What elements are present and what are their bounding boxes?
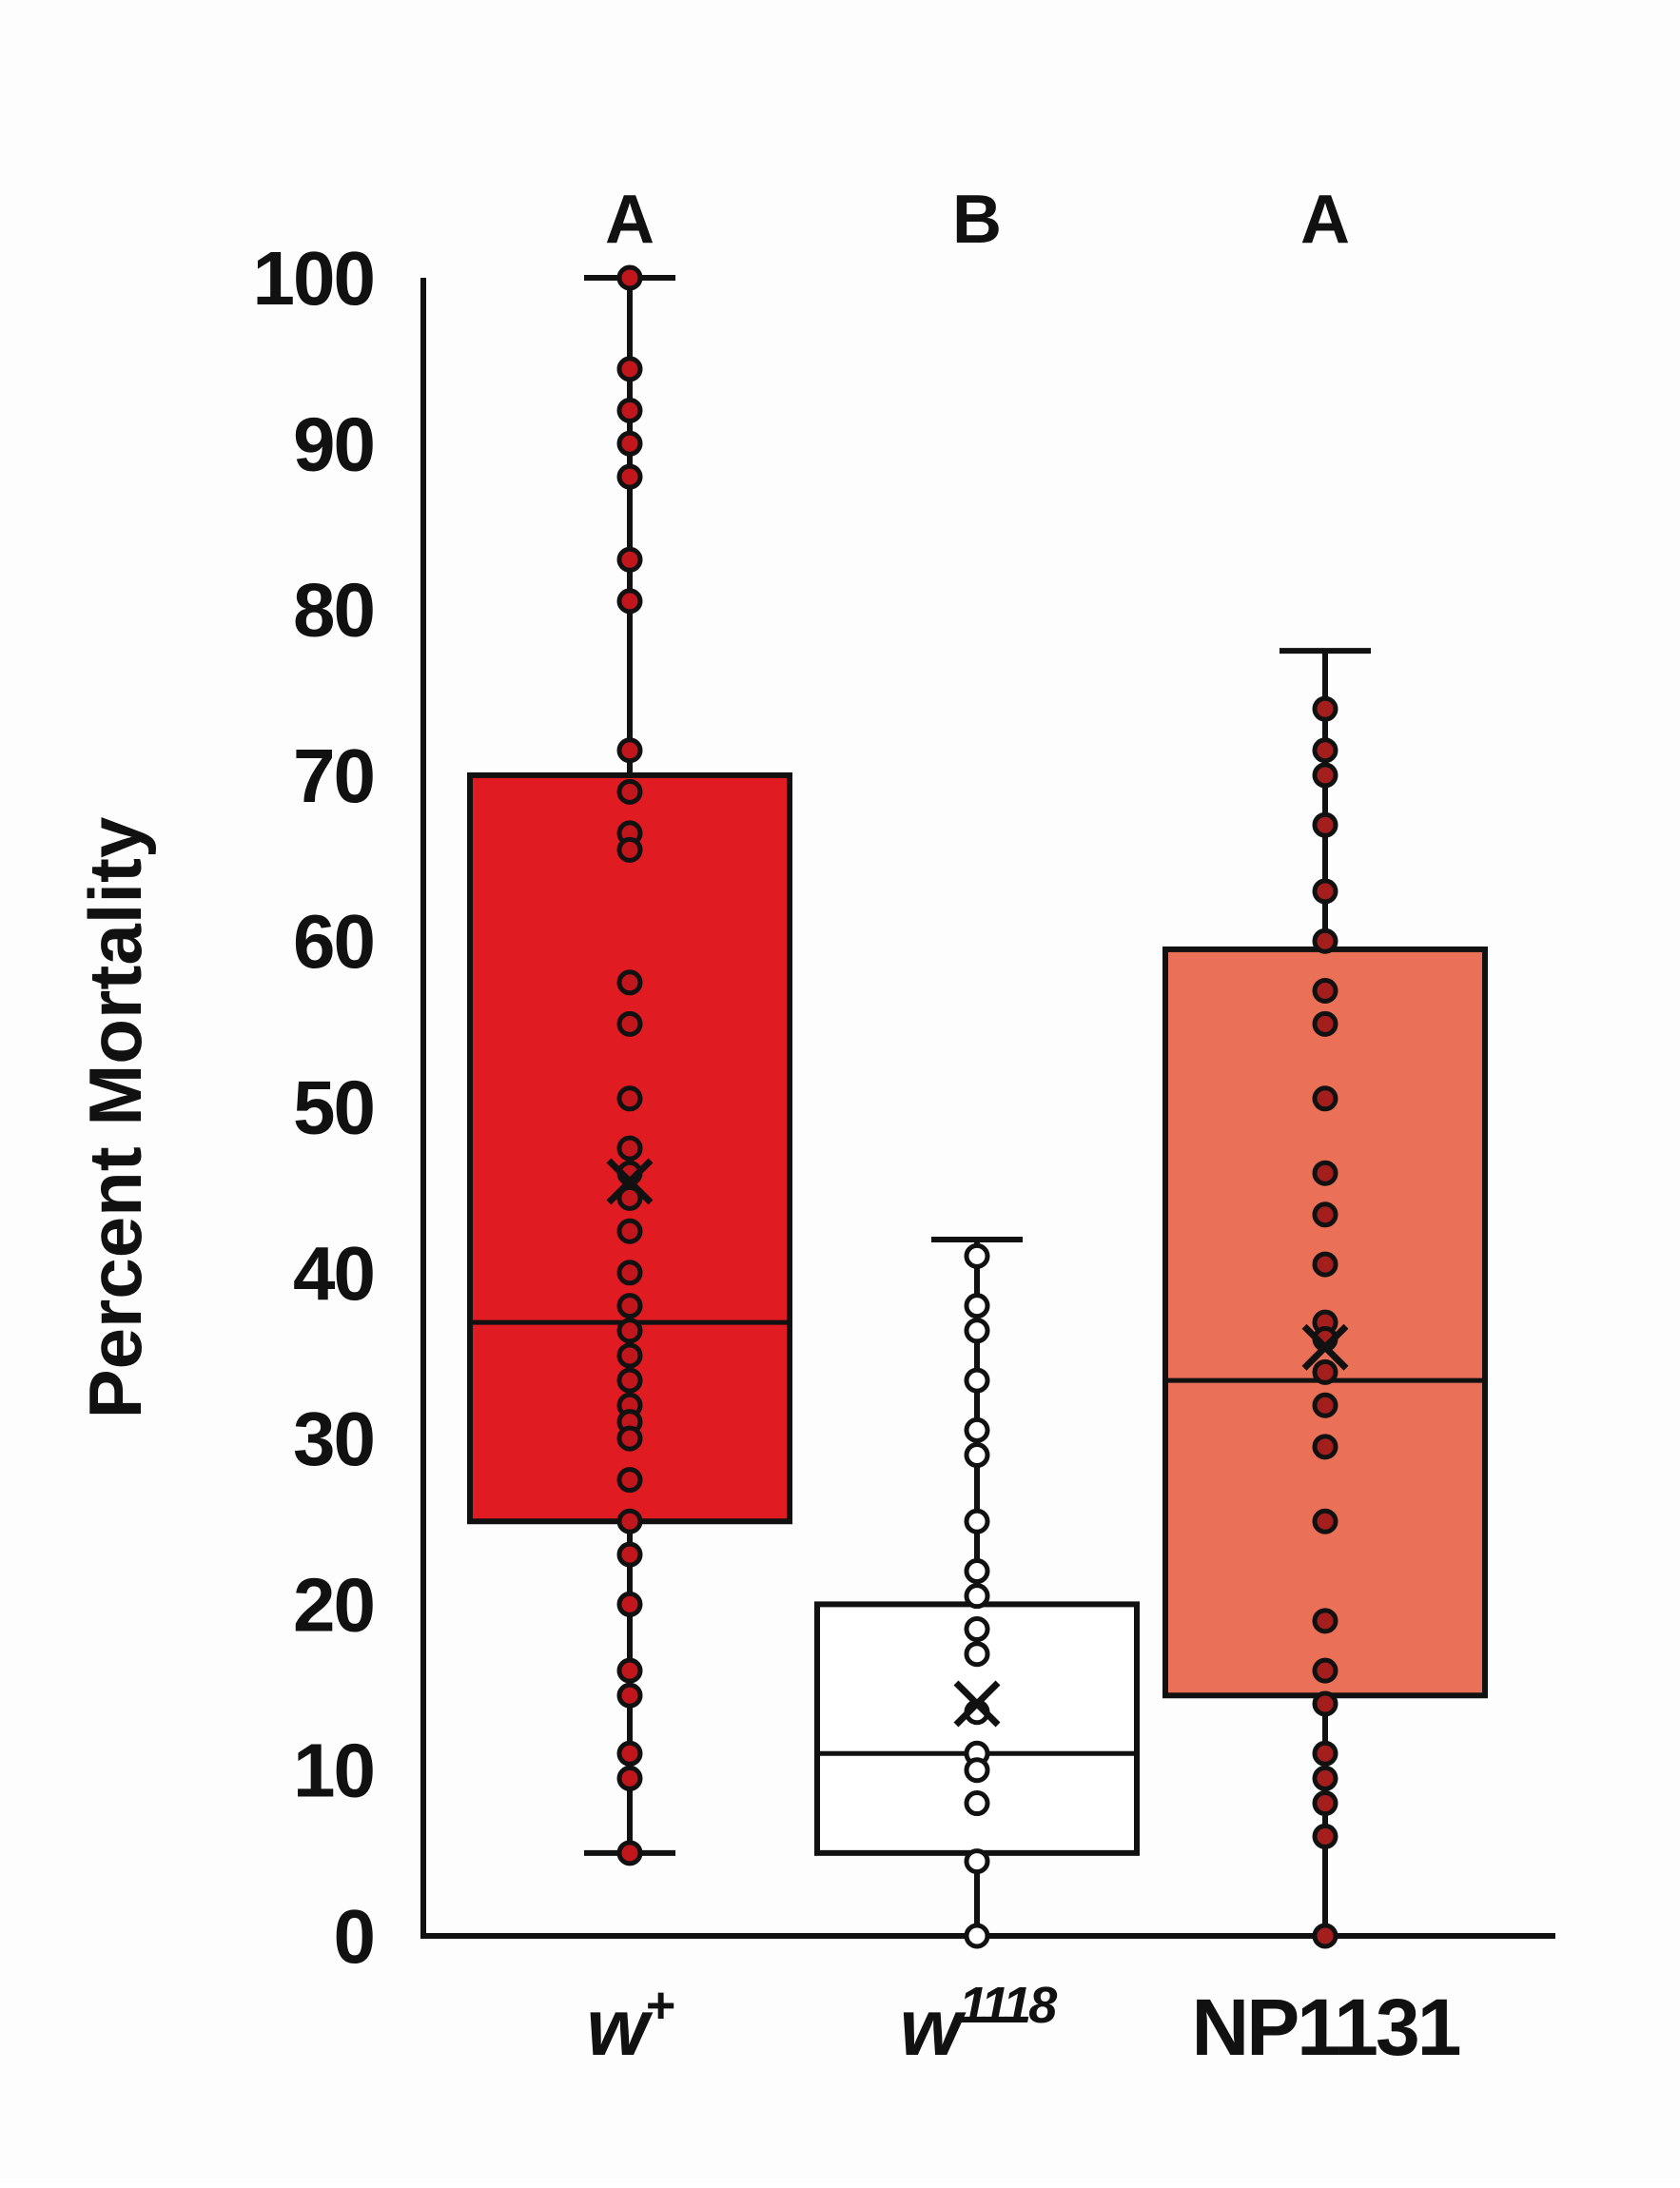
data-point (616, 1135, 643, 1162)
data-point (964, 1442, 990, 1469)
y-tick-label: 0 (334, 1894, 375, 1979)
data-point (1312, 1251, 1338, 1278)
data-point (616, 1342, 643, 1369)
data-point (964, 1242, 990, 1269)
y-tick-label: 50 (293, 1065, 374, 1150)
data-point (616, 1765, 643, 1791)
data-point (616, 1682, 643, 1709)
data-point (1312, 1790, 1338, 1817)
data-point (1312, 878, 1338, 905)
y-tick-label: 80 (293, 568, 374, 653)
data-point (1312, 762, 1338, 789)
y-tick-label: 30 (293, 1397, 374, 1481)
category-superscript: + (646, 1977, 674, 2034)
y-tick-label: 20 (293, 1562, 374, 1647)
data-point (1312, 928, 1338, 954)
data-point (964, 1558, 990, 1585)
data-point (616, 737, 643, 764)
data-point (616, 588, 643, 615)
data-point (1312, 1765, 1338, 1791)
y-axis-label: Percent Mortality (73, 817, 157, 1419)
data-point (1312, 1608, 1338, 1634)
data-point (964, 1416, 990, 1443)
data-point (616, 1218, 643, 1244)
data-point (1312, 1434, 1338, 1460)
significance-letter: B (952, 182, 1002, 258)
data-point (616, 969, 643, 996)
y-tick-label: 40 (293, 1231, 374, 1316)
data-point (1312, 1657, 1338, 1684)
data-point (964, 1616, 990, 1643)
data-point (1312, 1740, 1338, 1767)
data-point (616, 546, 643, 573)
data-point (616, 1740, 643, 1767)
data-point (616, 1541, 643, 1568)
data-point (616, 778, 643, 805)
category-base: w (587, 1983, 654, 2072)
significance-letter: A (605, 182, 654, 258)
data-point (616, 264, 643, 291)
y-tick-label: 90 (293, 401, 374, 486)
category-base: w (900, 1983, 967, 2072)
data-point (964, 1641, 990, 1668)
data-point (616, 1467, 643, 1494)
x-category-label: NP1131 (1192, 1983, 1460, 2072)
y-tick-label: 100 (253, 236, 374, 321)
y-tick-label: 60 (293, 899, 374, 984)
data-point (1312, 1923, 1338, 1949)
data-point (616, 836, 643, 863)
data-point (1312, 695, 1338, 722)
mean-marker (606, 1158, 654, 1205)
data-point (1312, 737, 1338, 764)
mean-marker (1301, 1323, 1349, 1371)
data-point (616, 430, 643, 457)
data-point (616, 1260, 643, 1286)
data-point (964, 1508, 990, 1534)
data-point (964, 1757, 990, 1784)
data-point (616, 1184, 643, 1211)
data-point (616, 1318, 643, 1344)
data-point (616, 1591, 643, 1617)
data-point (616, 1425, 643, 1452)
data-point (1312, 1358, 1338, 1385)
data-point (1312, 1085, 1338, 1112)
mean-marker (953, 1680, 1001, 1728)
data-point (616, 356, 643, 382)
category-superscript: 1118 (959, 1977, 1057, 2034)
data-point (1312, 811, 1338, 838)
data-point (1312, 1392, 1338, 1418)
significance-letter: A (1300, 182, 1350, 258)
x-category-label: w1118 (900, 1977, 1057, 2072)
data-point (1312, 1201, 1338, 1228)
data-point (964, 1293, 990, 1319)
y-tick-label: 70 (293, 733, 374, 818)
data-point (616, 397, 643, 423)
data-point (1312, 1690, 1338, 1717)
data-point (964, 1923, 990, 1949)
data-point (616, 1085, 643, 1112)
data-point (1312, 1823, 1338, 1849)
data-point (964, 1318, 990, 1344)
data-point (616, 1293, 643, 1319)
y-tick-label: 10 (293, 1729, 374, 1813)
data-point (964, 1848, 990, 1875)
data-point (964, 1367, 990, 1394)
data-point (1312, 1010, 1338, 1037)
x-category-label: w+ (587, 1977, 674, 2072)
data-point (616, 1367, 643, 1394)
data-point (1312, 977, 1338, 1004)
data-point (616, 1010, 643, 1037)
data-point (1312, 1160, 1338, 1186)
data-point (616, 1840, 643, 1866)
data-point (1312, 1508, 1338, 1534)
data-point (616, 1657, 643, 1684)
data-point (964, 1583, 990, 1610)
data-point (616, 1508, 643, 1534)
data-point (964, 1790, 990, 1817)
data-point (616, 463, 643, 490)
